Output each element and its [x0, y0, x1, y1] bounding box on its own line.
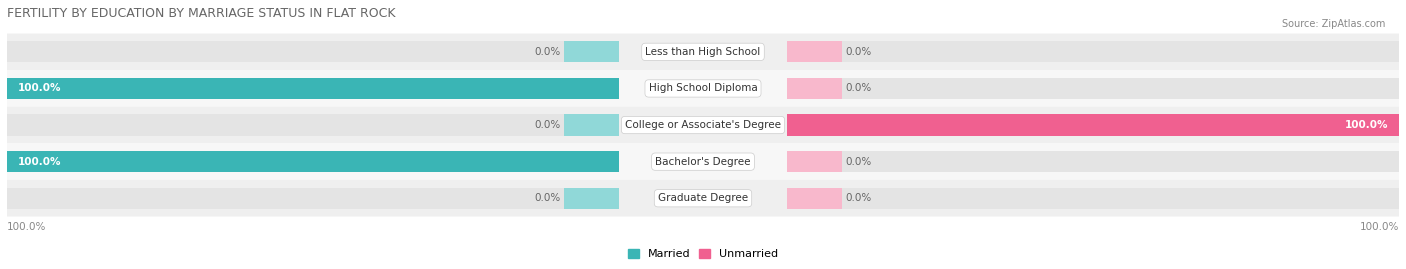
Text: 100.0%: 100.0%	[1346, 120, 1389, 130]
Text: High School Diploma: High School Diploma	[648, 83, 758, 93]
Bar	[7, 151, 620, 172]
Bar	[564, 188, 620, 209]
Text: 100.0%: 100.0%	[7, 222, 46, 232]
Bar	[786, 114, 1399, 136]
FancyBboxPatch shape	[7, 107, 1399, 143]
Text: College or Associate's Degree: College or Associate's Degree	[626, 120, 780, 130]
Bar	[564, 41, 620, 62]
Bar	[7, 41, 620, 62]
Text: 0.0%: 0.0%	[845, 157, 872, 167]
Bar	[786, 41, 1399, 62]
FancyBboxPatch shape	[7, 180, 1399, 217]
Bar	[786, 188, 842, 209]
Bar	[786, 151, 842, 172]
Text: 100.0%: 100.0%	[17, 83, 60, 93]
Text: Bachelor's Degree: Bachelor's Degree	[655, 157, 751, 167]
FancyBboxPatch shape	[7, 34, 1399, 70]
Bar	[786, 78, 1399, 99]
Bar	[7, 114, 620, 136]
Text: FERTILITY BY EDUCATION BY MARRIAGE STATUS IN FLAT ROCK: FERTILITY BY EDUCATION BY MARRIAGE STATU…	[7, 7, 395, 20]
Text: 100.0%: 100.0%	[1360, 222, 1399, 232]
Bar	[7, 78, 620, 99]
Text: 0.0%: 0.0%	[845, 47, 872, 57]
Bar	[7, 151, 620, 172]
Text: 0.0%: 0.0%	[534, 193, 561, 203]
Text: 0.0%: 0.0%	[534, 47, 561, 57]
Bar	[786, 41, 842, 62]
Bar	[786, 151, 1399, 172]
FancyBboxPatch shape	[7, 143, 1399, 180]
Bar	[7, 78, 620, 99]
Text: Source: ZipAtlas.com: Source: ZipAtlas.com	[1281, 19, 1385, 29]
Text: 100.0%: 100.0%	[17, 157, 60, 167]
Text: 0.0%: 0.0%	[845, 83, 872, 93]
FancyBboxPatch shape	[7, 70, 1399, 107]
Bar	[786, 188, 1399, 209]
Text: Graduate Degree: Graduate Degree	[658, 193, 748, 203]
Text: Less than High School: Less than High School	[645, 47, 761, 57]
Text: 0.0%: 0.0%	[845, 193, 872, 203]
Bar	[786, 78, 842, 99]
Text: 0.0%: 0.0%	[534, 120, 561, 130]
Legend: Married, Unmarried: Married, Unmarried	[627, 249, 779, 259]
Bar	[564, 114, 620, 136]
Bar	[7, 188, 620, 209]
Bar	[786, 114, 1399, 136]
